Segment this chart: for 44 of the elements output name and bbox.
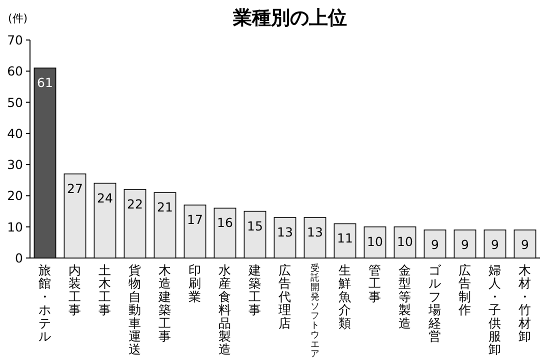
x-tick-label: 金型等製造	[398, 262, 412, 330]
x-tick-label: 印刷業	[188, 262, 202, 304]
x-tick-label: 婦人・子供服卸	[488, 262, 502, 357]
x-tick-label: 木材・竹材卸	[518, 262, 532, 344]
y-tick-label: 70	[7, 32, 24, 48]
y-tick-label: 50	[7, 94, 24, 110]
chart-title: 業種別の上位	[232, 7, 347, 29]
data-label: 22	[127, 196, 143, 212]
x-tick-label: 土木工事	[98, 262, 112, 318]
data-label: 9	[521, 236, 530, 252]
data-label: 10	[397, 234, 413, 249]
category-label: 受託開発ソフトウエア	[310, 264, 320, 360]
data-label: 9	[461, 236, 470, 252]
y-tick-label: 20	[7, 188, 24, 204]
data-label: 15	[247, 218, 263, 234]
data-label: 11	[337, 230, 353, 246]
x-tick-label: 広告代理店	[278, 262, 292, 330]
y-tick-label: 30	[7, 157, 24, 172]
x-tick-label: ゴルフ場経営	[428, 262, 442, 344]
x-tick-label: 生鮮魚介類	[338, 262, 352, 330]
y-tick-label: 40	[7, 126, 24, 141]
data-label: 17	[187, 212, 203, 228]
data-label: 13	[277, 224, 293, 240]
data-label: 24	[97, 190, 113, 206]
y-axis-title: (件)	[8, 12, 28, 25]
x-tick-label: 建築工事	[248, 262, 262, 318]
y-tick-label: 0	[15, 250, 24, 266]
data-label: 61	[37, 75, 53, 90]
x-tick-label: 内装工事	[68, 262, 82, 318]
data-label: 9	[431, 236, 440, 252]
x-tick-label: 管工事	[368, 262, 382, 304]
x-tick-label: 旅館・ホテル	[38, 262, 52, 344]
y-tick-label: 60	[7, 64, 24, 79]
y-tick-label: 10	[7, 219, 24, 234]
x-tick-label: 貨物自動車運送	[128, 262, 142, 357]
data-label: 27	[67, 180, 83, 196]
data-label: 13	[307, 224, 323, 240]
data-label: 9	[491, 236, 500, 252]
data-label: 10	[367, 234, 383, 249]
x-tick-label: 木造建築工事	[158, 262, 172, 344]
x-tick-label: 広告制作	[458, 262, 472, 318]
data-label: 21	[157, 200, 173, 215]
data-label: 16	[217, 215, 233, 230]
x-tick-label: 水産食料品製造	[218, 262, 232, 357]
